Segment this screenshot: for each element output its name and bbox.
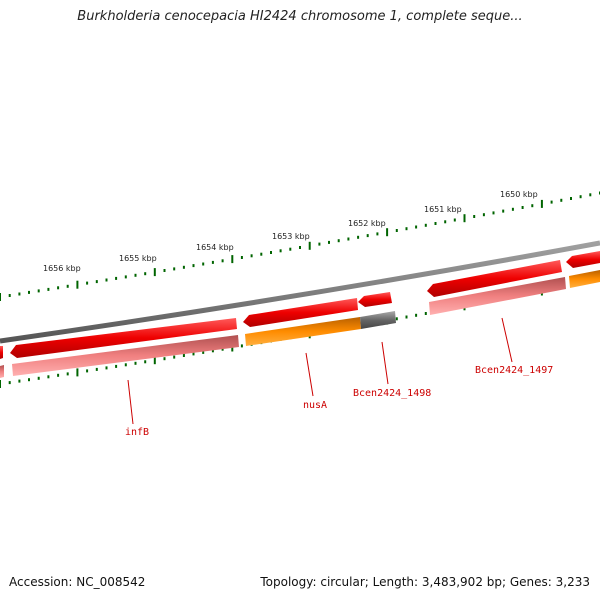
tick-label-1655: 1655 kbp <box>119 254 157 263</box>
sequence-summary: Topology: circular; Length: 3,483,902 bp… <box>260 575 590 589</box>
leader-line-infB <box>127 379 134 425</box>
sequence-backbone <box>0 240 600 344</box>
gene-label-infB[interactable]: infB <box>125 427 149 438</box>
gene-block-infB[interactable] <box>12 335 239 376</box>
gene-arrow-segment[interactable] <box>358 292 392 307</box>
outer-tick-ruler <box>0 191 600 301</box>
gene-arrow-Bcen2424_1497[interactable] <box>427 260 562 297</box>
tick-label-1650: 1650 kbp <box>500 190 538 199</box>
tick-label-1652: 1652 kbp <box>348 219 386 228</box>
map-title: Burkholderia cenocepacia HI2424 chromoso… <box>77 9 523 24</box>
gene-label-Bcen2424_1497[interactable]: Bcen2424_1497 <box>475 365 553 376</box>
tick-labels: 1656 kbp 1655 kbp 1654 kbp 1653 kbp 1652… <box>43 190 538 273</box>
gene-block-edge-left[interactable] <box>0 365 4 378</box>
gene-arrow-edge-left[interactable] <box>0 346 3 359</box>
gene-arrow-infB[interactable] <box>10 318 237 358</box>
gene-block-nusA[interactable] <box>245 317 361 346</box>
leader-line-Bcen2424_1498 <box>381 341 389 385</box>
gene-block-Bcen2424_1497[interactable] <box>429 277 566 315</box>
leader-line-nusA <box>305 352 314 397</box>
gene-label-nusA[interactable]: nusA <box>303 400 327 411</box>
gene-block-edge-right[interactable] <box>569 270 600 288</box>
reverse-strand-track <box>0 270 600 378</box>
tick-label-1651: 1651 kbp <box>424 205 462 214</box>
gene-arrow-nusA-neighbor[interactable] <box>243 298 358 327</box>
accession-label: Accession: NC_008542 <box>9 575 146 589</box>
gene-arrow-edge-right[interactable] <box>566 251 600 268</box>
tick-label-1653: 1653 kbp <box>272 232 310 241</box>
gene-labels: infB nusA Bcen2424_1498 Bcen2424_1497 <box>125 317 553 438</box>
forward-strand-track <box>0 251 600 359</box>
tick-label-1654: 1654 kbp <box>196 243 234 252</box>
gene-label-Bcen2424_1498[interactable]: Bcen2424_1498 <box>353 388 431 399</box>
tick-label-1656: 1656 kbp <box>43 264 81 273</box>
gene-block-Bcen2424_1498[interactable] <box>360 311 396 329</box>
leader-line-Bcen2424_1497 <box>501 317 513 363</box>
